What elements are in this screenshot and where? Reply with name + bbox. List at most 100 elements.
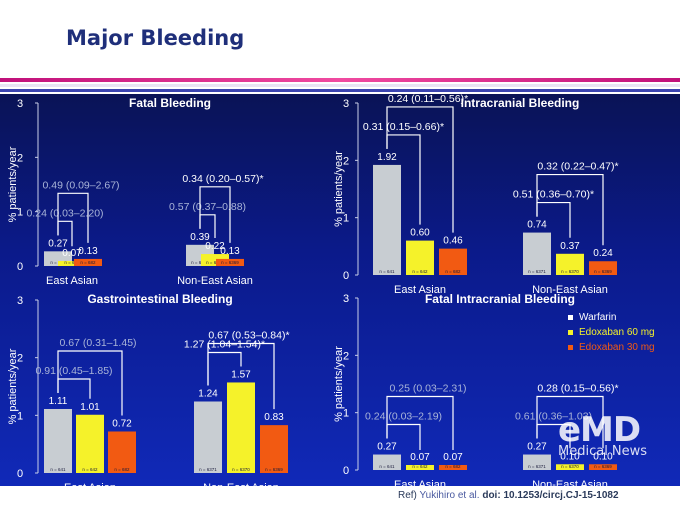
category-label: East Asian: [46, 275, 98, 287]
comparison-label: 0.61 (0.36–1.03): [515, 411, 592, 423]
data-label: 0.07: [443, 452, 463, 463]
data-label: 0.10: [593, 451, 613, 462]
data-label: 0.72: [112, 418, 132, 429]
data-label: 1.92: [377, 152, 397, 163]
y-tick-label: 0: [17, 261, 23, 273]
data-label: 0.13: [78, 246, 98, 257]
chart-title: Fatal Bleeding: [129, 96, 211, 110]
legend-swatch: [568, 330, 573, 335]
comparison-label: 0.24 (0.11–0.56)*: [388, 93, 468, 105]
comparison-bracket: [536, 395, 604, 449]
chart-title: Intracranial Bleeding: [461, 96, 580, 110]
bar-edoxaban-60: [406, 465, 434, 470]
comparison-bracket: [386, 395, 454, 450]
data-label: 0.27: [377, 442, 397, 453]
data-label: 0.74: [527, 220, 547, 231]
category-label: East Asian: [394, 284, 446, 296]
y-axis-label: % patients/year: [333, 151, 345, 227]
n-label: n = 6370: [561, 464, 579, 469]
y-axis-label: % patients/year: [7, 348, 19, 424]
legend-swatch: [568, 345, 573, 350]
n-label: n = 641: [379, 269, 395, 274]
comparison-bracket: [207, 342, 275, 410]
bar-edoxaban-60: [406, 240, 434, 275]
n-label: n = 6369: [594, 269, 612, 274]
n-label: n = 642: [64, 260, 80, 265]
category-label: Non-East Asian: [532, 284, 608, 296]
bar-edoxaban-60: [201, 254, 229, 266]
comparison-label: 0.32 (0.22–0.47)*: [537, 161, 618, 173]
comparison-label: 0.28 (0.15–0.56)*: [537, 383, 618, 395]
comparison-label: 0.24 (0.03–2.19): [365, 411, 442, 423]
bar-edoxaban-30: [589, 261, 617, 275]
y-tick-label: 1: [343, 408, 349, 420]
comparison-label: 0.67 (0.31–1.45): [59, 337, 136, 349]
comparison-bracket: [386, 106, 454, 233]
data-label: 0.07: [62, 248, 82, 259]
category-label: East Asian: [394, 479, 446, 491]
y-tick-label: 3: [17, 98, 23, 110]
n-label: n = 682: [80, 260, 96, 265]
data-label: 0.60: [410, 228, 430, 239]
header-stripe-blue: [0, 89, 680, 92]
comparison-label: 0.49 (0.09–2.67): [42, 179, 119, 191]
comparison-label: 0.25 (0.03–2.31): [389, 383, 466, 395]
comparison-label: 0.67 (0.53–0.84)*: [208, 329, 289, 341]
data-label: 0.13: [220, 246, 240, 257]
category-label: East Asian: [64, 482, 116, 494]
y-tick-label: 0: [17, 468, 23, 480]
reference-doi[interactable]: doi: 10.1253/circj.CJ-15-1082: [482, 490, 619, 501]
n-label: n = 682: [445, 269, 461, 274]
bar-edoxaban-60: [227, 382, 255, 473]
legend-swatch: [568, 315, 573, 320]
y-tick-label: 3: [343, 293, 349, 305]
n-label: n = 642: [412, 269, 428, 274]
legend-label: Edoxaban 60 mg: [579, 327, 655, 338]
data-label: 1.24: [198, 388, 218, 399]
comparison-label: 0.57 (0.37–0.88): [169, 201, 246, 213]
n-label: n = 6369: [221, 260, 239, 265]
category-label: Non-East Asian: [532, 479, 608, 491]
data-label: 0.22: [205, 241, 225, 252]
watermark-logo: eMD: [558, 410, 641, 450]
data-label: 0.37: [560, 241, 580, 252]
y-tick-label: 3: [17, 295, 23, 307]
data-label: 0.83: [264, 412, 284, 423]
chart-title: Gastrointestinal Bleeding: [87, 292, 232, 306]
data-label: 1.01: [80, 402, 100, 413]
data-label: 0.39: [190, 232, 210, 243]
comparison-label: 0.24 (0.03–2.20): [26, 207, 103, 219]
header-stripe-pink: [0, 78, 680, 82]
n-label: n = 682: [114, 467, 130, 472]
n-label: n = 6371: [528, 464, 546, 469]
data-label: 1.57: [231, 369, 251, 380]
reference-prefix: Ref): [398, 490, 417, 501]
data-label: 0.46: [443, 236, 463, 247]
y-tick-label: 0: [343, 270, 349, 282]
comparison-label: 1.27 (1.04–1.54)*: [184, 338, 265, 350]
bar-warfarin: [523, 232, 551, 275]
n-label: n = 6369: [265, 467, 283, 472]
n-label: n = 6369: [594, 464, 612, 469]
bar-edoxaban-30: [108, 431, 136, 473]
bar-warfarin: [373, 164, 401, 275]
y-tick-label: 1: [17, 410, 23, 422]
category-label: Non-East Asian: [203, 482, 279, 494]
chart-panel-background: [0, 94, 680, 486]
n-label: n = 6370: [561, 269, 579, 274]
n-label: n = 6371: [528, 269, 546, 274]
bar-edoxaban-60: [556, 253, 584, 275]
legend-label: Warfarin: [579, 312, 616, 323]
n-label: n = 6370: [206, 260, 224, 265]
chart-title: Fatal Intracranial Bleeding: [425, 292, 575, 306]
n-label: n = 6370: [232, 467, 250, 472]
n-label: n = 642: [412, 464, 428, 469]
bar-edoxaban-60: [76, 414, 104, 473]
data-label: 1.11: [49, 396, 68, 407]
y-tick-label: 2: [343, 155, 349, 167]
bar-edoxaban-30: [439, 465, 467, 470]
header-stripe-light: [0, 84, 680, 87]
y-tick-label: 2: [17, 152, 23, 164]
comparison-label: 0.51 (0.36–0.70)*: [513, 189, 594, 201]
